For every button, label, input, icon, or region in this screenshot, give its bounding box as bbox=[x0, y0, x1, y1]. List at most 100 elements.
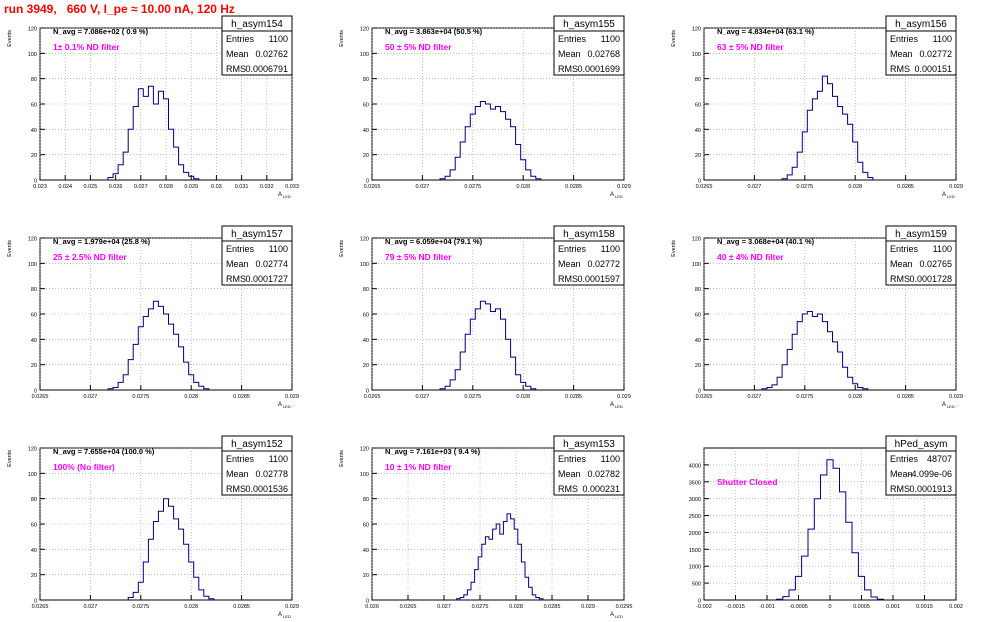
x-tick-label: 0.0275 bbox=[464, 394, 481, 400]
stats-box-title: h_asym155 bbox=[563, 19, 615, 30]
y-tick-label: 1000 bbox=[689, 565, 701, 571]
stats-box bbox=[221, 435, 293, 496]
stats-label: RMS bbox=[226, 484, 246, 494]
x-tick-label: 0.027 bbox=[748, 184, 762, 190]
x-tick-label: 0.033 bbox=[285, 184, 299, 190]
x-tick-label: 0.0285 bbox=[897, 394, 914, 400]
filter-annotation: 63 ± 5% ND filter bbox=[717, 42, 784, 52]
filter-annotation: 100% (No filter) bbox=[53, 462, 115, 472]
stats-label: Entries bbox=[226, 454, 255, 464]
stats-label: Entries bbox=[558, 454, 587, 464]
y-axis-label: Events bbox=[671, 30, 677, 47]
histogram-panel-hPed_asym: 0 500 1000 1500 2000 2500 3000 3500 4000 -0.002 -0… bbox=[689, 435, 963, 610]
stats-box bbox=[553, 225, 625, 286]
navg-annotation: N_avg = 7.161e+03 ( 9.4 %) bbox=[385, 447, 481, 456]
y-tick-label: 80 bbox=[31, 287, 37, 293]
x-axis-label: A bbox=[610, 192, 614, 198]
y-axis-label: Events bbox=[7, 30, 13, 47]
stats-value: 0.02778 bbox=[255, 469, 288, 479]
stats-label: Mean bbox=[890, 49, 913, 59]
y-tick-label: 0 bbox=[34, 389, 37, 395]
x-axis-label-subscript: LED bbox=[947, 194, 955, 199]
x-tick-label: 0.027 bbox=[437, 604, 451, 610]
histogram-series-line bbox=[127, 498, 215, 600]
x-axis-label-subscript: LED bbox=[283, 404, 291, 409]
histogram-series-line bbox=[107, 85, 200, 180]
y-tick-label: 100 bbox=[360, 262, 369, 268]
stats-value: 0.0001728 bbox=[909, 274, 952, 284]
stats-label: RMS bbox=[890, 484, 910, 494]
y-tick-label: 80 bbox=[363, 77, 369, 83]
stats-value: 0.02782 bbox=[587, 469, 620, 479]
y-tick-label: 3000 bbox=[689, 497, 701, 503]
y-tick-label: 60 bbox=[363, 523, 369, 529]
x-tick-label: 0.032 bbox=[260, 184, 274, 190]
y-tick-label: 0 bbox=[34, 179, 37, 185]
histogram-panel-h_asym159: 0 20 40 60 80 100 120 0.0265 0.027 0.0275 0.028 0.0… bbox=[671, 225, 963, 409]
stats-label: Mean bbox=[558, 469, 581, 479]
histogram-series-line bbox=[761, 311, 869, 390]
x-tick-label: 0.0265 bbox=[364, 394, 381, 400]
stats-label: Mean bbox=[226, 259, 249, 269]
y-tick-label: 60 bbox=[363, 313, 369, 319]
stats-value: 0.000231 bbox=[582, 484, 620, 494]
stats-box bbox=[221, 15, 293, 76]
y-axis-label: Events bbox=[7, 240, 13, 257]
y-tick-label: 120 bbox=[360, 237, 369, 243]
navg-annotation: N_avg = 4.834e+04 (63.1 %) bbox=[717, 27, 815, 36]
y-tick-label: 100 bbox=[360, 472, 369, 478]
x-tick-label: 0.028 bbox=[516, 184, 530, 190]
navg-annotation: N_avg = 7.086e+02 ( 0.9 %) bbox=[53, 27, 149, 36]
y-tick-label: 1500 bbox=[689, 548, 701, 554]
x-tick-label: 0.028 bbox=[516, 394, 530, 400]
stats-box bbox=[885, 225, 957, 286]
x-tick-label: -0.001 bbox=[759, 604, 775, 610]
stats-label: Mean bbox=[890, 469, 913, 479]
stats-label: Entries bbox=[890, 244, 919, 254]
stats-label: RMS bbox=[890, 64, 910, 74]
x-tick-label: 0.026 bbox=[109, 184, 123, 190]
x-tick-label: -0.0005 bbox=[789, 604, 808, 610]
y-axis-label: Events bbox=[7, 450, 13, 467]
histogram-panel-h_asym158: 0 20 40 60 80 100 120 0.0265 0.027 0.0275 0.028 0.0… bbox=[339, 225, 631, 409]
y-tick-label: 80 bbox=[31, 77, 37, 83]
x-axis-label-subscript: LED bbox=[283, 194, 291, 199]
navg-annotation: N_avg = 7.655e+04 (100.0 %) bbox=[53, 447, 155, 456]
stats-label: RMS bbox=[226, 64, 246, 74]
y-tick-label: 40 bbox=[31, 128, 37, 134]
x-tick-label: 0.002 bbox=[949, 604, 963, 610]
x-axis-label: A bbox=[278, 612, 282, 618]
x-tick-label: 0.029 bbox=[581, 604, 595, 610]
y-tick-label: 40 bbox=[363, 548, 369, 554]
stats-value: 0.0001699 bbox=[577, 64, 620, 74]
x-tick-label: 0.024 bbox=[58, 184, 72, 190]
stats-value: 1100 bbox=[269, 454, 288, 464]
histogram-panel-h_asym157: 0 20 40 60 80 100 120 0.0265 0.027 0.0275 0.028 0.0… bbox=[7, 225, 299, 409]
x-tick-label: 0.0265 bbox=[696, 184, 713, 190]
x-tick-label: 0.0265 bbox=[696, 394, 713, 400]
x-tick-label: 0.0005 bbox=[853, 604, 870, 610]
y-axis-label: Events bbox=[671, 240, 677, 257]
navg-annotation: N_avg = 3.068e+04 (40.1 %) bbox=[717, 237, 815, 246]
x-tick-label: 0.0265 bbox=[364, 184, 381, 190]
navg-annotation: N_avg = 3.863e+04 (50.5 %) bbox=[385, 27, 483, 36]
x-tick-label: 0.0295 bbox=[616, 604, 633, 610]
x-tick-label: 0.03 bbox=[211, 184, 222, 190]
x-tick-label: 0.025 bbox=[84, 184, 98, 190]
y-tick-label: 500 bbox=[692, 582, 701, 588]
stats-value: 0.02762 bbox=[255, 49, 288, 59]
navg-annotation: N_avg = 1.979e+04 (25.8 %) bbox=[53, 237, 151, 246]
stats-label: Mean bbox=[890, 259, 913, 269]
y-tick-label: 20 bbox=[363, 573, 369, 579]
stats-value: 0.02772 bbox=[919, 49, 952, 59]
y-tick-label: 120 bbox=[28, 237, 37, 243]
stats-value: 1100 bbox=[601, 454, 620, 464]
stats-value: 0.0006791 bbox=[245, 64, 288, 74]
x-tick-label: -0.0015 bbox=[726, 604, 745, 610]
histogram-panel-h_asym156: 0 20 40 60 80 100 120 0.0265 0.027 0.0275 0.028 0.0… bbox=[671, 15, 963, 199]
histogram-panel-h_asym153: 0 20 40 60 80 100 120 0.026 0.0265 0.027 0.0275 0.0… bbox=[339, 435, 633, 619]
x-tick-label: 0.0275 bbox=[796, 394, 813, 400]
x-tick-label: 0.026 bbox=[365, 604, 379, 610]
stats-label: Entries bbox=[226, 34, 255, 44]
x-tick-label: 0 bbox=[828, 604, 831, 610]
